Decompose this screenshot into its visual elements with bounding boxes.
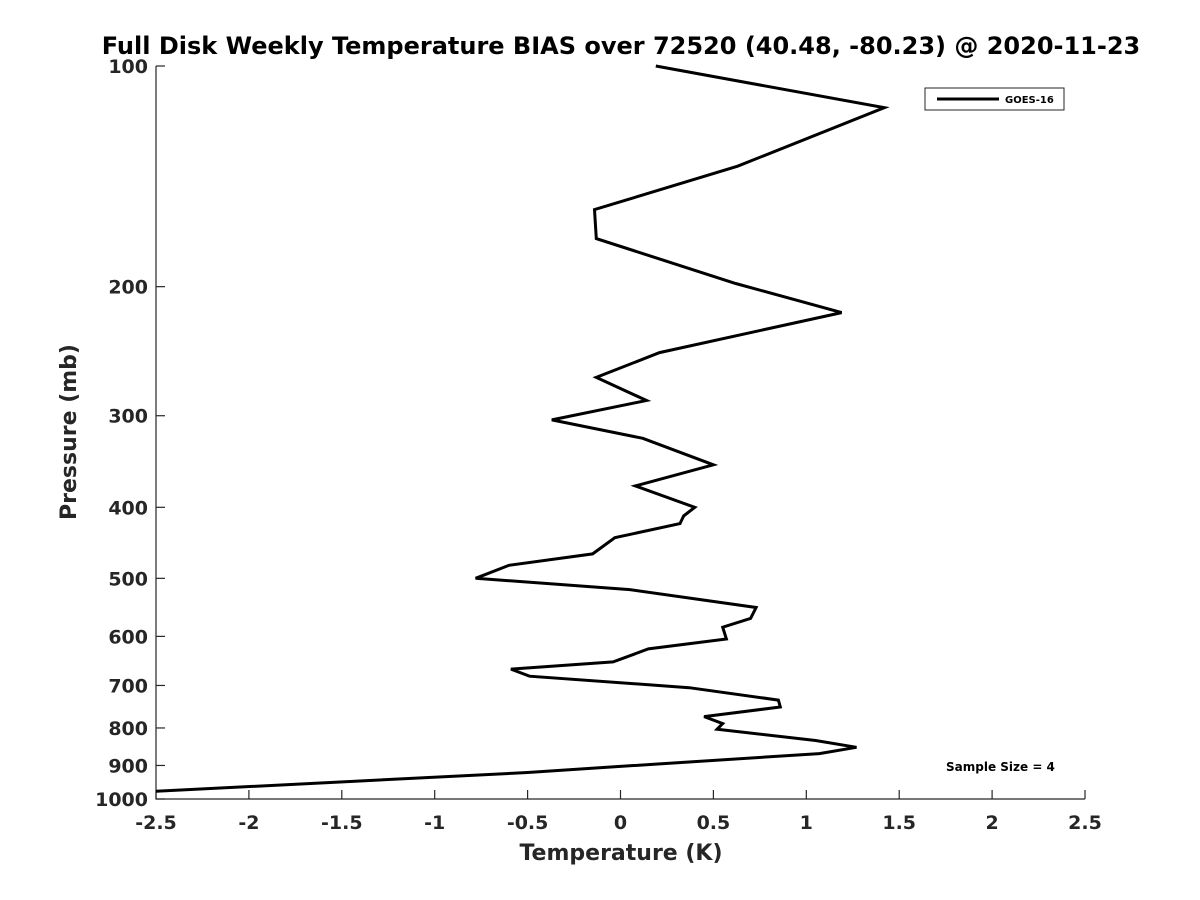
x-tick-label: -2 (238, 812, 259, 834)
y-tick-label: 700 (108, 675, 148, 697)
y-tick-label: 1000 (95, 789, 148, 811)
x-tick-label: -1 (424, 812, 445, 834)
x-tick-label: -2.5 (135, 812, 177, 834)
sample-size-annotation: Sample Size = 4 (946, 760, 1055, 774)
y-tick-label: 300 (108, 406, 148, 428)
series-line-goes-16 (155, 64, 890, 793)
y-axis-label: Pressure (mb) (57, 344, 82, 520)
x-axis-ticks: -2.5 -2 -1.5 -1 -0.5 0 0.5 1 1.5 2 2.5 (135, 790, 1102, 834)
y-axis-ticks: 100 200 300 400 500 600 700 800 900 1000 (95, 56, 165, 811)
x-axis-label: Temperature (K) (519, 841, 722, 866)
chart-title: Full Disk Weekly Temperature BIAS over 7… (102, 32, 1141, 60)
x-tick-label: 0.5 (697, 812, 731, 834)
y-tick-label: 800 (108, 718, 148, 740)
y-tick-label: 400 (108, 497, 148, 519)
y-tick-label: 200 (108, 277, 148, 299)
y-tick-label: 500 (108, 568, 148, 590)
y-tick-label: 600 (108, 626, 148, 648)
x-tick-label: 2 (985, 812, 998, 834)
x-tick-label: -0.5 (507, 812, 549, 834)
y-tick-label: 100 (108, 56, 148, 78)
y-tick-label: 900 (108, 755, 148, 777)
legend: GOES-16 (924, 87, 1065, 111)
legend-label-goes-16: GOES-16 (1005, 95, 1054, 106)
plot-area: -2.5 -2 -1.5 -1 -0.5 0 0.5 1 1.5 2 2.5 100 200 300 40… (95, 56, 1102, 834)
x-tick-label: -1.5 (321, 812, 363, 834)
x-tick-label: 2.5 (1068, 812, 1102, 834)
x-tick-label: 0 (614, 812, 627, 834)
x-tick-label: 1.5 (882, 812, 916, 834)
x-tick-label: 1 (800, 812, 813, 834)
